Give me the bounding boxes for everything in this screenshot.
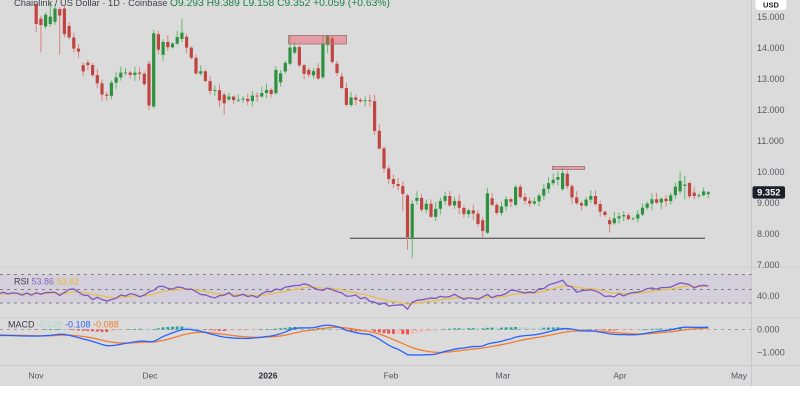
svg-text:15.000: 15.000 [757, 12, 785, 22]
svg-text:USD: USD [763, 0, 780, 9]
svg-text:12.000: 12.000 [757, 105, 785, 115]
svg-text:9.352: 9.352 [757, 187, 780, 197]
svg-text:40.00: 40.00 [757, 291, 780, 301]
svg-text:10.000: 10.000 [757, 167, 785, 177]
svg-text:Chainlink / US Dollar · 1D · C: Chainlink / US Dollar · 1D · Coinbase O9… [14, 0, 390, 9]
svg-text:Feb: Feb [384, 371, 399, 381]
svg-text:Nov: Nov [28, 371, 44, 381]
svg-text:2026: 2026 [259, 371, 278, 381]
svg-text:May: May [731, 371, 748, 381]
svg-text:Mar: Mar [496, 371, 511, 381]
svg-text:−1.000: −1.000 [757, 347, 785, 357]
svg-text:13.000: 13.000 [757, 74, 785, 84]
svg-text:Dec: Dec [142, 371, 158, 381]
svg-text:0.000: 0.000 [757, 325, 780, 335]
svg-text:Apr: Apr [613, 371, 626, 381]
svg-text:7.000: 7.000 [757, 260, 780, 270]
svg-text:9.000: 9.000 [757, 198, 780, 208]
svg-text:11.000: 11.000 [757, 136, 784, 146]
svg-text:8.000: 8.000 [757, 229, 780, 239]
svg-text:14.000: 14.000 [757, 43, 785, 53]
svg-text:RSI 53.86 53.62: RSI 53.86 53.62 [14, 277, 79, 287]
svg-text:MACD -0.020 -0.108 -0.088: MACD -0.020 -0.108 -0.088 [8, 320, 119, 330]
